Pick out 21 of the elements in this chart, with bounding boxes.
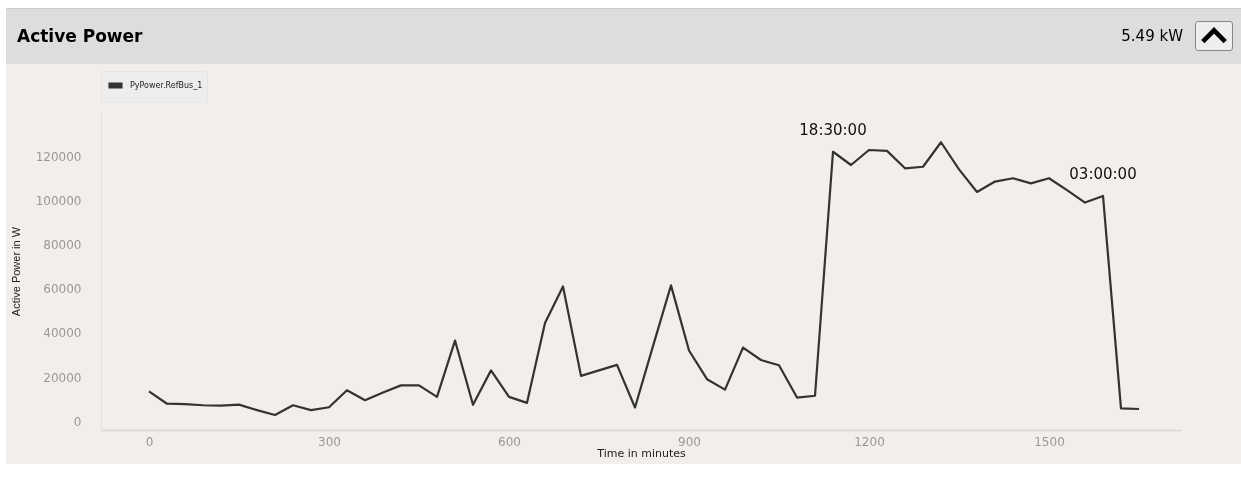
y-tick-label: 120000 [35, 149, 82, 164]
y-axis-title: Active Power in W [9, 226, 22, 317]
x-tick-label: 1500 [1034, 434, 1065, 449]
y-tick-label: 20000 [43, 370, 82, 385]
y-tick-label: 40000 [43, 326, 82, 341]
chart-title: Active Power [17, 26, 143, 46]
annotation: 03:00:00 [1069, 164, 1137, 183]
y-tick-label: 60000 [43, 282, 82, 297]
line-series [147, 141, 1141, 417]
x-tick-label: 900 [678, 434, 701, 449]
x-tick-label: 1200 [854, 434, 885, 449]
x-tick-label: 0 [145, 434, 154, 449]
annotation: 18:30:00 [799, 120, 867, 139]
text: 5.49 kW [1121, 27, 1183, 45]
x-tick-label: 300 [318, 434, 341, 449]
x-axis-title: Time in minutes [596, 446, 686, 460]
y-tick-label: 100000 [35, 193, 82, 208]
y-tick-label: 0 [73, 414, 82, 429]
legend-label: PyPower.RefBus_1 [130, 80, 203, 90]
y-tick-label: 80000 [43, 238, 82, 252]
x-tick-label: 600 [498, 434, 521, 449]
